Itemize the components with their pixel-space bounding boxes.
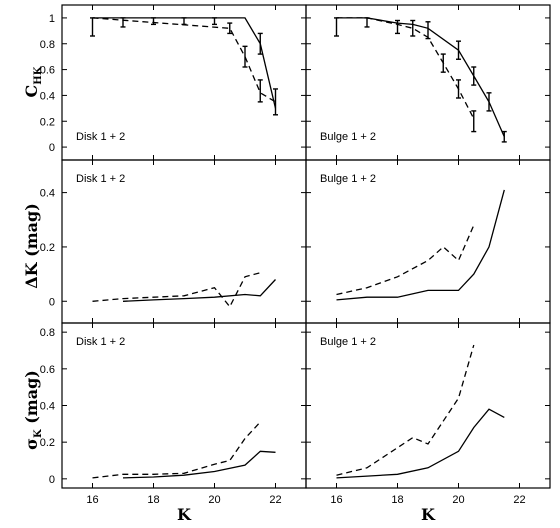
series-line-dashed xyxy=(336,17,475,119)
series-line-dashed xyxy=(92,421,261,479)
svg-text:σK (mag): σK (mag) xyxy=(22,370,44,450)
error-bar xyxy=(257,79,263,103)
panel-label: Bulge 1 + 2 xyxy=(320,131,376,143)
error-bar xyxy=(120,17,126,28)
error-bar xyxy=(364,17,370,28)
y-tick-label: 0.6 xyxy=(40,65,55,77)
x-tick-label: 16 xyxy=(86,494,98,506)
error-bar xyxy=(227,22,233,35)
series-line-solid xyxy=(336,17,505,138)
error-bar xyxy=(440,53,446,73)
series-line-solid xyxy=(122,450,276,479)
y-tick-label: 0.4 xyxy=(40,90,55,102)
panel-label: Disk 1 + 2 xyxy=(76,131,125,143)
error-bar xyxy=(242,45,248,68)
y-axis-title-row-2: σK (mag) xyxy=(22,370,44,450)
x-tick-label: 18 xyxy=(147,494,159,506)
series-line-solid xyxy=(336,189,505,301)
y-tick-label: 0.6 xyxy=(40,364,55,376)
error-bar xyxy=(273,88,278,116)
x-tick-label: 16 xyxy=(330,494,342,506)
x-axis-title-right: K xyxy=(421,505,436,524)
error-bar xyxy=(425,21,431,40)
error-bar xyxy=(212,17,217,26)
error-bar xyxy=(501,130,507,143)
panel-1: Bulge 1 + 2 xyxy=(305,4,551,161)
error-bar xyxy=(90,17,95,37)
panel-label: Disk 1 + 2 xyxy=(76,173,125,185)
y-axis-title-row-1: ΔK (mag) xyxy=(22,203,41,289)
y-tick-label: 0.4 xyxy=(40,188,55,200)
series-line-solid xyxy=(336,408,505,479)
x-tick-label: 20 xyxy=(208,494,220,506)
y-title-delta-k: ΔK (mag) xyxy=(22,203,41,289)
y-tick-label: 0.8 xyxy=(40,327,55,339)
panel-label: Bulge 1 + 2 xyxy=(320,173,376,185)
series-line-solid xyxy=(92,17,277,109)
series-line-dashed xyxy=(92,272,261,308)
y-title-sigma: σ xyxy=(22,438,41,450)
y-tick-label: 0 xyxy=(49,142,55,154)
y-tick-label: 0.2 xyxy=(40,437,55,449)
panel-4: 0 0.2 0.4 0.6 0.8 16 18 20 22 Disk 1 + 2 xyxy=(40,322,307,506)
y-tick-label: 0.2 xyxy=(40,116,55,128)
y-tick-label: 0.8 xyxy=(40,39,55,51)
panel-5: 16 18 20 22 Bulge 1 + 2 xyxy=(305,322,551,506)
y-axis-title-row-0: CHK xyxy=(22,66,44,97)
series-line-dashed xyxy=(92,17,276,103)
error-bar xyxy=(334,17,339,37)
error-bar xyxy=(456,40,461,60)
error-bar xyxy=(471,110,477,133)
panel-label: Bulge 1 + 2 xyxy=(320,336,376,348)
panel-2: 0 0.2 0.4 Disk 1 + 2 xyxy=(40,159,307,324)
y-tick-label: 0 xyxy=(49,474,55,486)
y-title-sigma-sub: K xyxy=(33,429,44,438)
y-tick-label: 1 xyxy=(49,13,55,25)
error-bar xyxy=(486,92,492,112)
x-axis-title-left: K xyxy=(177,505,192,524)
error-bar xyxy=(151,17,156,26)
error-bar xyxy=(410,19,416,37)
series-line-dashed xyxy=(336,344,475,476)
panel-3: Bulge 1 + 2 xyxy=(305,159,551,324)
y-tick-label: 0.4 xyxy=(40,401,55,413)
y-tick-label: 0 xyxy=(49,296,55,308)
error-bar xyxy=(181,17,187,26)
panel-label: Disk 1 + 2 xyxy=(76,336,125,348)
error-bar xyxy=(456,79,461,99)
panel-0: 0 0.2 0.4 0.6 0.8 1 Disk 1 + 2 xyxy=(40,4,307,161)
error-bar xyxy=(471,66,477,86)
y-title-sub: HK xyxy=(33,66,44,84)
y-tick-label: 0.2 xyxy=(40,242,55,254)
y-title-sigma-tail: (mag) xyxy=(22,370,41,429)
svg-text:CHK: CHK xyxy=(22,66,44,97)
series-line-dashed xyxy=(336,224,475,296)
series-line-solid xyxy=(122,279,276,302)
x-tick-label: 22 xyxy=(269,494,281,506)
y-title-main: C xyxy=(22,85,41,98)
x-tick-label: 22 xyxy=(513,494,525,506)
x-tick-label: 20 xyxy=(452,494,464,506)
error-bar xyxy=(395,19,400,35)
error-bar xyxy=(257,32,263,55)
x-tick-label: 18 xyxy=(391,494,403,506)
